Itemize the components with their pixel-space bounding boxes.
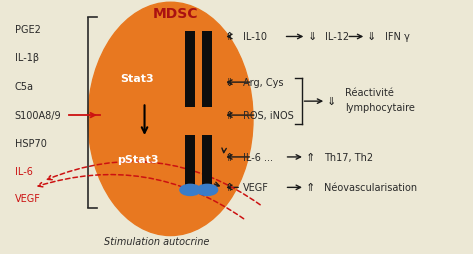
Text: ⇑: ⇑ [306, 152, 315, 162]
Text: VEGF: VEGF [243, 183, 269, 193]
Text: ⇑: ⇑ [306, 183, 315, 193]
Circle shape [197, 185, 218, 196]
FancyBboxPatch shape [185, 136, 195, 186]
Text: Arg, Cys: Arg, Cys [243, 78, 283, 88]
Text: Néovascularisation: Néovascularisation [324, 183, 417, 193]
Text: S100A8/9: S100A8/9 [15, 111, 61, 121]
Text: C5a: C5a [15, 82, 34, 91]
Text: ⇓: ⇓ [225, 78, 234, 88]
Text: IL-6 ...: IL-6 ... [243, 152, 272, 162]
Text: IL-6: IL-6 [15, 166, 33, 176]
Text: IL-1β: IL-1β [15, 53, 39, 62]
Text: ⇓: ⇓ [367, 32, 377, 42]
Circle shape [180, 185, 201, 196]
Text: Stimulation autocrine: Stimulation autocrine [104, 236, 209, 246]
Text: ⇑: ⇑ [225, 111, 234, 121]
Text: IL-10: IL-10 [243, 32, 267, 42]
Ellipse shape [88, 3, 253, 236]
Text: PGE2: PGE2 [15, 25, 41, 35]
Text: MDSC: MDSC [152, 7, 198, 21]
Text: ⇑: ⇑ [225, 32, 234, 42]
Text: Stat3: Stat3 [121, 74, 154, 84]
Text: Réactivité: Réactivité [345, 88, 394, 98]
FancyBboxPatch shape [202, 32, 212, 108]
Text: Th17, Th2: Th17, Th2 [324, 152, 373, 162]
Text: ROS, iNOS: ROS, iNOS [243, 111, 293, 121]
FancyArrowPatch shape [38, 175, 244, 219]
Text: lymphocytaire: lymphocytaire [345, 103, 415, 113]
Text: IFN γ: IFN γ [385, 32, 410, 42]
Text: HSP70: HSP70 [15, 138, 47, 148]
Text: ⇓: ⇓ [307, 32, 316, 42]
Text: pStat3: pStat3 [117, 155, 158, 165]
FancyBboxPatch shape [202, 136, 212, 186]
Text: VEGF: VEGF [15, 193, 41, 203]
FancyArrowPatch shape [47, 162, 260, 205]
Text: ⇑: ⇑ [225, 152, 234, 162]
FancyBboxPatch shape [185, 32, 195, 108]
Text: IL-12: IL-12 [325, 32, 349, 42]
Text: ⇓: ⇓ [327, 97, 336, 107]
Text: ⇑: ⇑ [225, 183, 234, 193]
